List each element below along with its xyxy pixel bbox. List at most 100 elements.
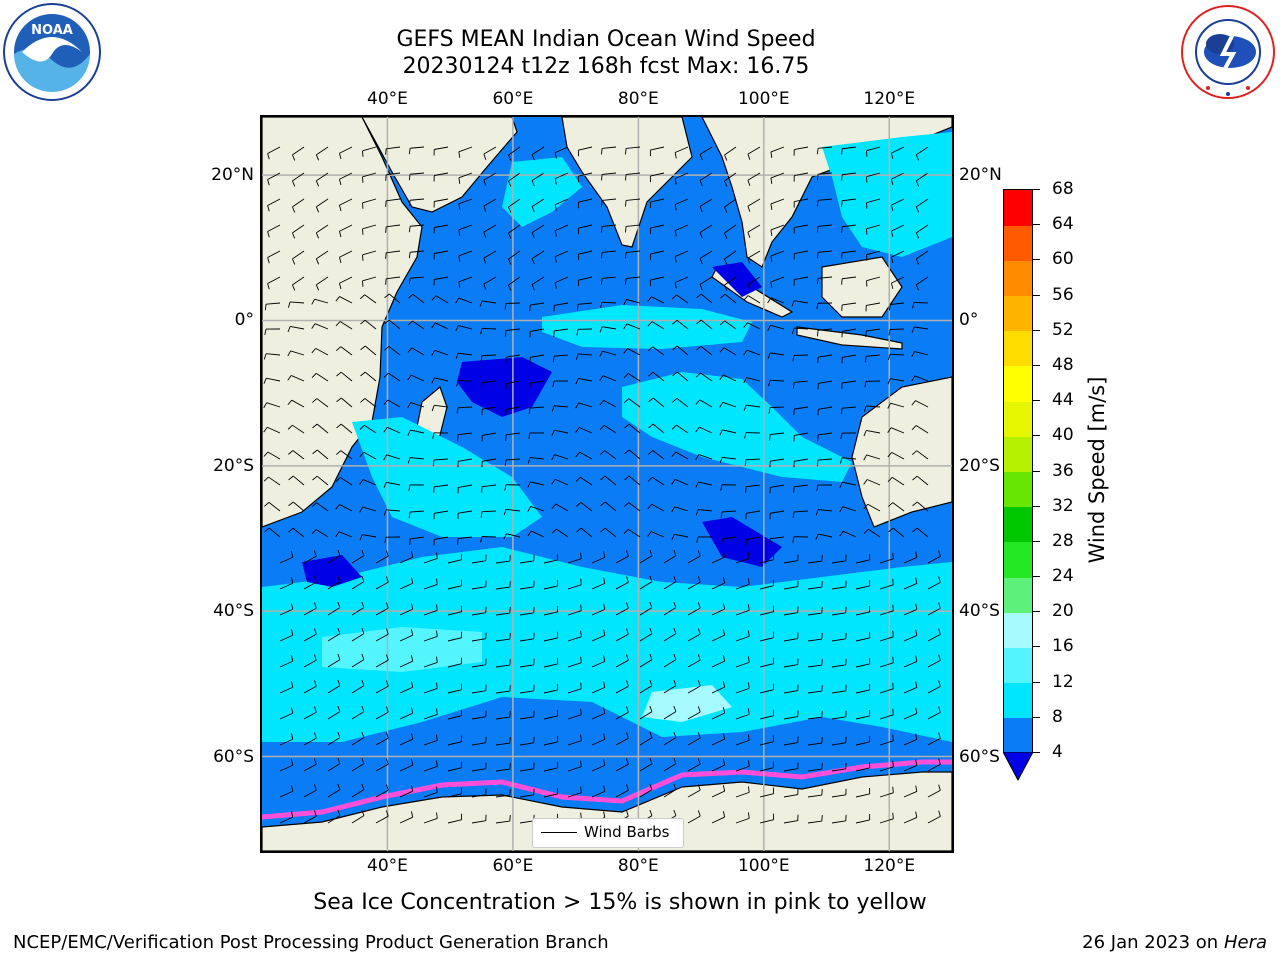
wind-barb [687, 758, 701, 772]
wind-barb [735, 786, 750, 798]
wind-barb [433, 536, 449, 546]
wind-barb [699, 250, 713, 265]
wind-barb [649, 250, 665, 261]
wind-barb [311, 347, 329, 356]
wind-barb [383, 509, 401, 516]
wind-barb [807, 763, 823, 772]
contour-8-12-scs [822, 132, 952, 257]
wind-barb [831, 632, 847, 642]
wind-barb [759, 605, 775, 616]
graticule [262, 117, 952, 851]
wind-barb [601, 276, 617, 285]
wind-barb [887, 427, 905, 434]
wind-barb [866, 276, 881, 287]
wind-barb [793, 276, 809, 286]
wind-barb [508, 250, 521, 265]
wind-barb [624, 423, 641, 434]
wind-barb [457, 536, 473, 545]
wind-barb [312, 398, 329, 408]
wind-barb [433, 172, 449, 182]
wind-barb [551, 454, 569, 461]
wind-barb [288, 475, 305, 486]
wind-barb [879, 734, 894, 746]
wind-barb [601, 224, 617, 233]
wind-barb [508, 172, 521, 187]
wind-barb [543, 579, 559, 590]
wind-barb [483, 224, 497, 238]
wind-barb [888, 328, 905, 336]
wind-barb [615, 602, 629, 616]
wind-barb [311, 529, 329, 538]
wind-barb [615, 628, 629, 642]
wind-barb [471, 736, 487, 746]
wind-barb [793, 484, 809, 493]
footer-date: 26 Jan 2023 on Hera [1082, 932, 1267, 953]
wind-barb [287, 424, 305, 434]
sea-ice-edge [262, 759, 952, 820]
wind-barb [915, 276, 929, 291]
wind-barb [591, 785, 606, 798]
wind-barb [279, 577, 294, 590]
wind-barb [431, 295, 449, 304]
wind-barb [855, 709, 871, 720]
wind-barb [783, 710, 799, 720]
wind-barb [724, 224, 737, 239]
colorbar-segment [1004, 647, 1032, 684]
colorbar-extend-arrow [1003, 752, 1033, 782]
wind-barb [315, 250, 329, 265]
noaa-logo-text: NOAA [31, 23, 73, 38]
wind-barb [576, 502, 593, 512]
wind-barb [890, 250, 905, 264]
colorbar [1003, 189, 1033, 754]
wind-barb [599, 424, 617, 434]
colorbar-tick-label: 60 [1052, 249, 1074, 270]
wind-barb [315, 146, 329, 161]
wind-barb [816, 302, 833, 310]
map-panel [260, 115, 954, 853]
colorbar-tick-mark [1033, 611, 1040, 613]
colorbar-tick-label: 8 [1052, 706, 1063, 727]
wind-barb [817, 432, 833, 441]
wind-barb [591, 577, 606, 590]
wind-barb [495, 607, 511, 616]
colorbar-segment [1004, 682, 1032, 719]
wind-barb [480, 327, 497, 335]
wind-barb [903, 603, 918, 616]
wind-barb [911, 400, 929, 408]
wind-barb [743, 377, 761, 384]
wind-barb [362, 276, 377, 287]
colorbar-tick-label: 36 [1052, 460, 1074, 481]
wind-barb [385, 224, 401, 233]
wind-barb [649, 146, 665, 157]
wind-barb [362, 172, 377, 183]
wind-barb [719, 456, 737, 464]
wind-barb [879, 708, 894, 720]
contour-under4-west [457, 357, 552, 417]
wind-barb [888, 353, 905, 361]
contour-8-12-mozambique [352, 417, 542, 537]
wind-barb [263, 402, 281, 409]
wind-barb [362, 198, 377, 209]
wind-barb [807, 581, 823, 590]
wind-barb [263, 476, 281, 486]
wind-barb [711, 811, 726, 824]
wind-barb [407, 429, 425, 436]
wind-barb [505, 432, 521, 441]
wind-barb [351, 627, 365, 642]
wind-barb [264, 502, 281, 512]
lon-tick-top: 120°E [863, 89, 916, 109]
wind-barb [267, 146, 281, 160]
wind-barb [615, 550, 629, 564]
wind-barb [495, 789, 511, 798]
wind-barbs [263, 146, 941, 824]
wind-barb [623, 323, 641, 330]
wind-barb [841, 276, 857, 285]
wind-barb [890, 146, 905, 160]
wind-barb [759, 579, 775, 590]
wind-barb [292, 276, 305, 291]
wind-barb [815, 533, 833, 540]
wind-barb [855, 683, 871, 694]
wind-barb [375, 706, 389, 720]
wind-barb [711, 577, 726, 590]
wind-barb [287, 399, 305, 408]
